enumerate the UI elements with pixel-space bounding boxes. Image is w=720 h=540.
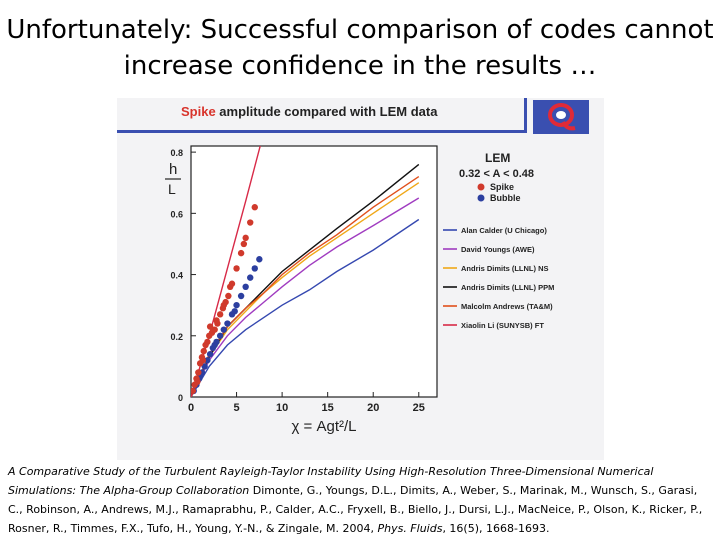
slide-title-line-1: Unfortunately: Successful comparison of … xyxy=(6,15,714,45)
lem-legend-label: Bubble xyxy=(490,193,521,203)
lem-bubble-point xyxy=(216,332,224,339)
lem-spike-point xyxy=(204,338,211,346)
series-line xyxy=(191,218,420,397)
lem-bubble-point xyxy=(247,274,254,281)
lem-spike-point xyxy=(220,301,227,309)
series-legend-label: Malcolm Andrews (TA&M) xyxy=(461,302,553,311)
x-tick-label: 15 xyxy=(322,402,334,414)
citation-title: A Comparative Study of the Turbulent Ray… xyxy=(8,465,654,497)
y-tick-label: 0.6 xyxy=(170,209,183,219)
y-tick-label: 0.8 xyxy=(170,148,183,158)
lem-spike-point xyxy=(226,283,234,291)
y-tick-label: 0 xyxy=(178,393,183,403)
y-tick-label: 0.2 xyxy=(170,332,183,342)
lem-bubble-point xyxy=(251,265,258,272)
chart-svg: 0 5 10 15 20 25 0 0.2 0.4 0.6 0.8 hLχ = Agt²/L LEM 0.… xyxy=(165,145,554,435)
figure-header-divider xyxy=(524,98,527,133)
figure-header-rule xyxy=(117,130,524,133)
slide-title-line-2: increase confidence in the results … xyxy=(123,51,597,81)
lem-bubble-point xyxy=(220,326,227,333)
lem-spike-point xyxy=(199,357,207,364)
lem-bubble-point xyxy=(204,357,211,364)
citation: A Comparative Study of the Turbulent Ray… xyxy=(8,462,712,538)
lem-spike-point xyxy=(213,317,220,324)
lem-spike-point xyxy=(206,323,214,330)
q-logo-icon xyxy=(533,100,589,134)
x-tick-label: 0 xyxy=(188,402,194,414)
lem-bubble-point xyxy=(231,308,238,315)
lem-spike-point xyxy=(242,234,249,242)
series-legend-label: Andris Dimits (LLNL) PPM xyxy=(461,283,554,292)
lem-spike-point xyxy=(237,249,245,257)
x-tick-label: 20 xyxy=(367,402,379,414)
x-tick-label: 25 xyxy=(413,402,425,414)
y-tick-label: 0.4 xyxy=(170,271,183,281)
lem-bubble-point xyxy=(233,301,240,309)
slide-title: Unfortunately: Successful comparison of … xyxy=(0,12,720,84)
citation-authors: Dimonte, G., Youngs, D.L., Dimits, A., W… xyxy=(8,484,703,535)
figure-title: Spike amplitude compared with LEM data xyxy=(181,104,437,119)
series-line xyxy=(191,163,420,397)
series-legend-label: Xiaolin Li (SUNYSB) FT xyxy=(461,321,544,330)
plot-frame xyxy=(190,145,438,398)
x-tick-label: 5 xyxy=(233,402,239,414)
lem-spike-point xyxy=(216,311,224,318)
lem-spike-point xyxy=(233,265,240,272)
y-axis-label-denominator: L xyxy=(168,181,176,197)
y-axis-label-numerator: h xyxy=(169,161,177,178)
x-tick-label: 10 xyxy=(276,402,288,414)
lem-bubble-point xyxy=(224,320,231,327)
lem-spike-point xyxy=(194,378,201,385)
series-legend-label: David Youngs (AWE) xyxy=(461,245,535,254)
lem-bubble-point xyxy=(201,363,208,370)
plot-area xyxy=(191,146,420,397)
lem-bubble-point xyxy=(256,256,263,263)
lem-bubble-point xyxy=(206,350,214,358)
figure-panel: Spike amplitude compared with LEM data 0… xyxy=(117,98,604,460)
lem-legend-condition: 0.32 < A < 0.48 xyxy=(459,168,534,180)
lem-spike-point xyxy=(240,240,248,248)
lem-spike-point xyxy=(211,326,218,333)
series-legend-label: Alan Calder (U Chicago) xyxy=(461,226,547,235)
x-axis-label: χ = Agt²/L xyxy=(292,418,357,435)
citation-volume: , 16(5), 1668-1693. xyxy=(442,522,550,535)
lem-bubble-point xyxy=(237,292,245,300)
citation-journal: Phys. Fluids xyxy=(377,522,443,535)
lem-spike-point xyxy=(225,292,232,300)
lem-legend-title: LEM xyxy=(485,151,510,165)
lem-legend-marker xyxy=(477,194,485,202)
lem-spike-point xyxy=(195,369,202,376)
lem-bubble-point xyxy=(211,341,218,349)
lem-spike-point xyxy=(247,219,254,226)
lem-legend-marker xyxy=(477,183,485,191)
lem-spike-point xyxy=(251,204,258,211)
lem-legend-label: Spike xyxy=(490,182,514,192)
series-legend-label: Andris Dimits (LLNL) NS xyxy=(461,264,549,273)
figure-title-rest: amplitude compared with LEM data xyxy=(215,104,438,119)
lem-bubble-point xyxy=(242,283,249,291)
lem-spike-point xyxy=(200,347,207,355)
figure-title-highlight: Spike xyxy=(181,104,216,119)
lem-spike-point xyxy=(191,387,197,395)
